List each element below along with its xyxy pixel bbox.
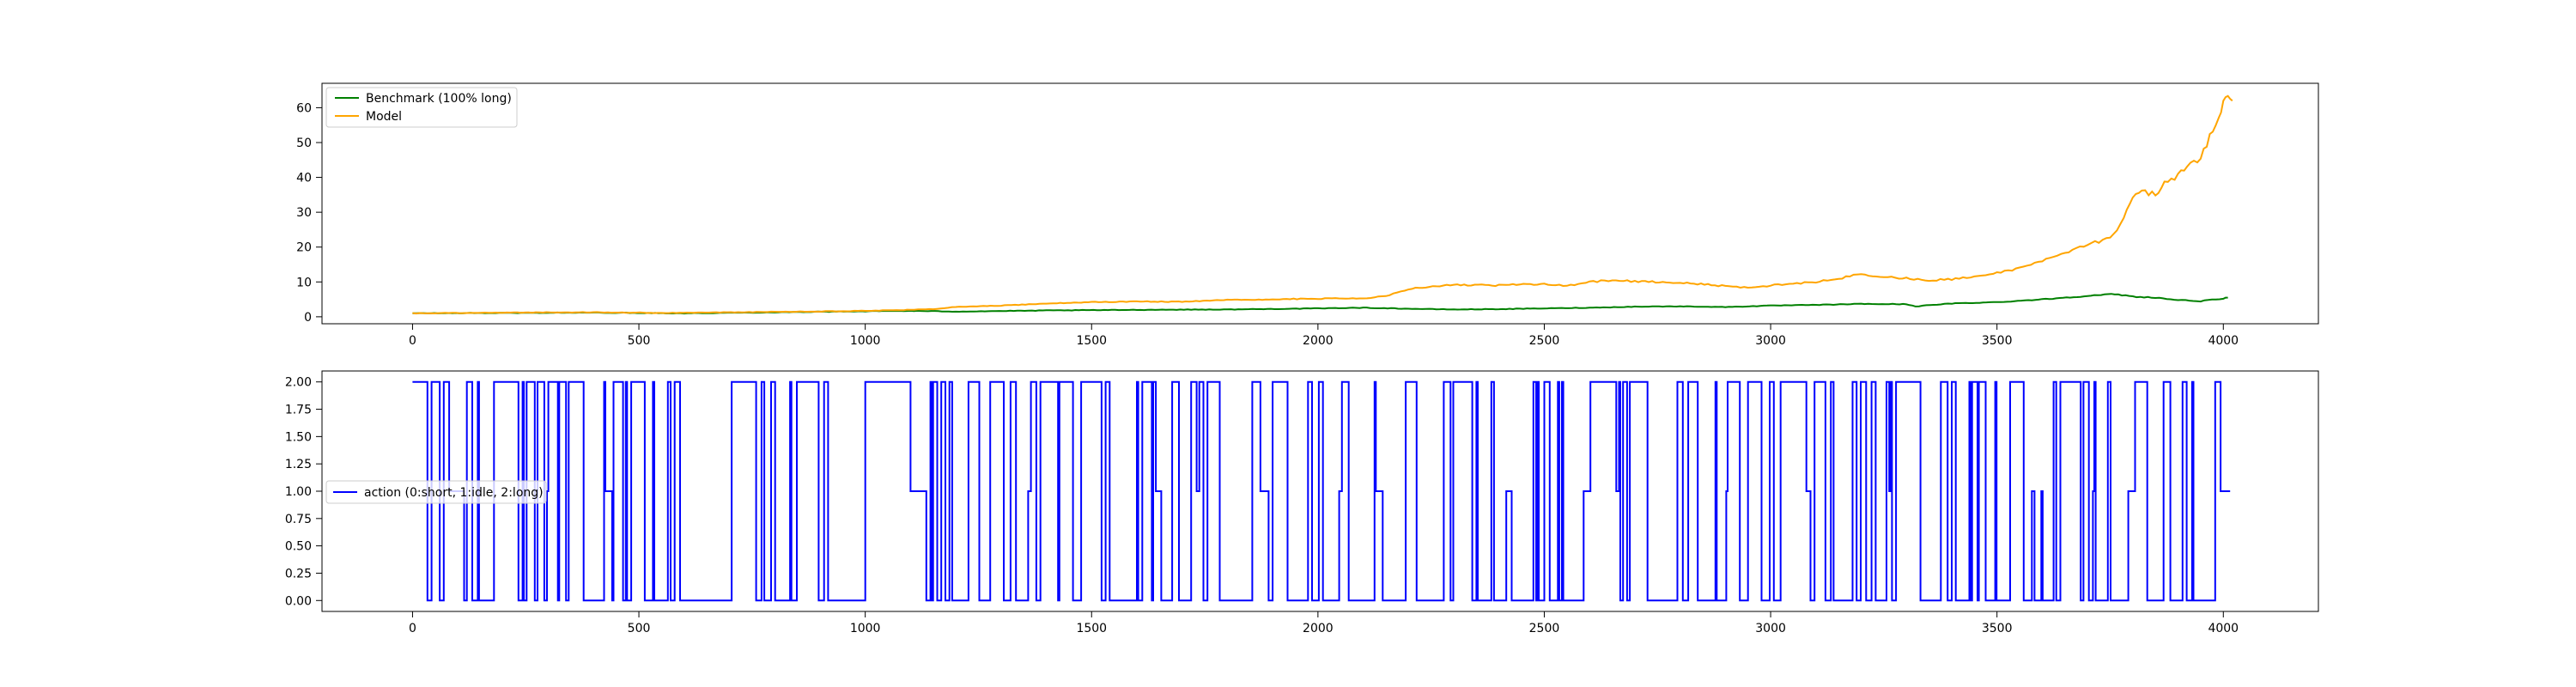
series-line-action [412, 380, 2231, 602]
top-x-tick-label: 500 [628, 334, 651, 348]
bottom-x-tick-label: 3000 [1755, 622, 1786, 635]
top-x-tick-label: 1500 [1076, 334, 1107, 348]
top-y-ticks: 0 10 20 30 40 50 60 [296, 101, 322, 325]
top-y-tick-label: 40 [296, 172, 312, 185]
bottom-x-tick-label: 500 [628, 622, 651, 635]
bottom-plot-frame [321, 370, 2319, 612]
bottom-x-tick-label: 0 [409, 622, 416, 635]
bottom-y-ticks: 0.00 0.25 0.50 0.75 1.00 1.25 1.50 1.75 2.00 [285, 376, 322, 608]
top-y-tick-label: 20 [296, 241, 312, 255]
bottom-legend-box [325, 480, 547, 504]
bottom-y-tick-label: 1.75 [285, 404, 312, 417]
bottom-y-tick-label: 0.00 [285, 594, 312, 608]
top-plot-frame [321, 82, 2319, 325]
top-y-tick-label: 10 [296, 276, 312, 289]
top-legend-box [325, 87, 518, 128]
bottom-legend: action (0:short, 1:idle, 2:long) [325, 480, 547, 504]
bottom-x-tick-label: 1500 [1076, 622, 1107, 635]
bottom-x-tick-label: 4000 [2208, 622, 2239, 635]
bottom-series-lines [412, 380, 2231, 602]
bottom-x-tick-label: 2000 [1303, 622, 1334, 635]
bottom-y-tick-label: 1.25 [285, 458, 312, 471]
top-x-tick-label: 3500 [1982, 334, 2013, 348]
bottom-x-tick-label: 1000 [850, 622, 881, 635]
series-line-benchmark [412, 293, 2228, 315]
bottom-y-tick-label: 2.00 [285, 376, 312, 390]
bottom-x-tick-label: 2500 [1529, 622, 1560, 635]
top-x-tick-label: 4000 [2208, 334, 2239, 348]
bottom-x-tick-label: 3500 [1982, 622, 2013, 635]
legend-label-benchmark: Benchmark (100% long) [366, 92, 512, 106]
top-y-tick-label: 60 [296, 101, 312, 115]
legend-label-action: action (0:short, 1:idle, 2:long) [364, 486, 544, 500]
series-line-model [412, 94, 2233, 315]
bottom-x-ticks: 0 500 1000 1500 2000 2500 3000 3500 4000 [409, 611, 2239, 635]
top-chart-panel: 0 500 1000 1500 2000 2500 3000 3500 4000 0 10 20 30… [296, 82, 2319, 348]
bottom-chart-panel: 0 500 1000 1500 2000 2500 3000 3500 4000 0.00 0.2… [285, 370, 2319, 635]
bottom-y-tick-label: 1.50 [285, 430, 312, 444]
top-x-tick-label: 2000 [1303, 334, 1334, 348]
bottom-y-tick-label: 0.75 [285, 513, 312, 526]
legend-label-model: Model [366, 110, 402, 124]
top-x-tick-label: 3000 [1755, 334, 1786, 348]
bottom-y-tick-label: 0.25 [285, 567, 312, 581]
bottom-y-tick-label: 0.50 [285, 540, 312, 554]
top-x-ticks: 0 500 1000 1500 2000 2500 3000 3500 4000 [409, 324, 2239, 348]
top-series-lines [412, 94, 2233, 315]
top-y-tick-label: 30 [296, 206, 312, 220]
bottom-y-tick-label: 1.00 [285, 485, 312, 499]
top-x-tick-label: 2500 [1529, 334, 1560, 348]
top-y-tick-label: 50 [296, 137, 312, 150]
top-legend: Benchmark (100% long) Model [325, 87, 518, 128]
top-x-tick-label: 0 [409, 334, 416, 348]
top-y-tick-label: 0 [304, 311, 312, 325]
top-x-tick-label: 1000 [850, 334, 881, 348]
